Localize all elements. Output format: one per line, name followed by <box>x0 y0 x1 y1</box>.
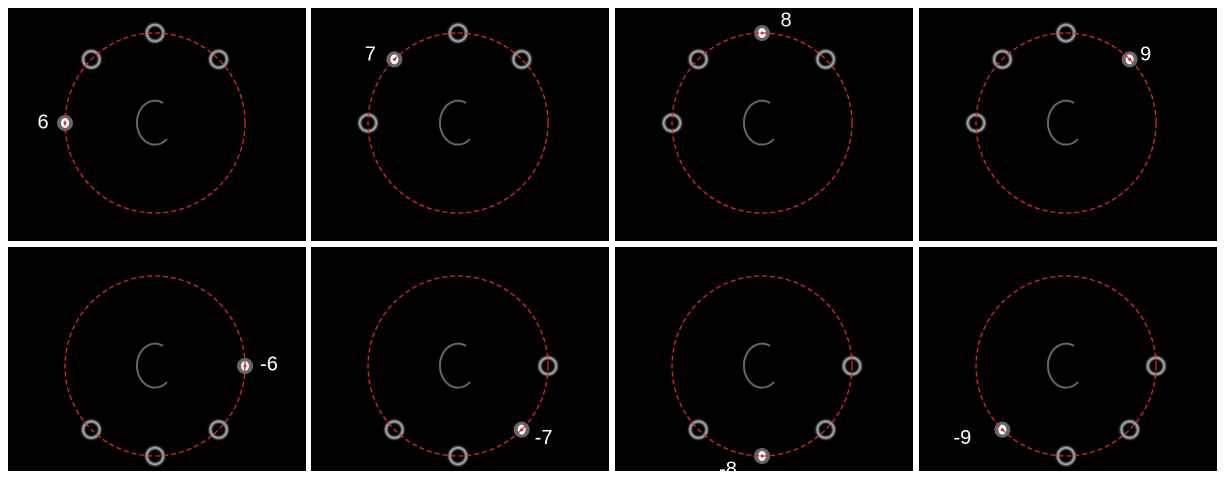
spot-label: 9 <box>1140 44 1151 66</box>
spot-label: 7 <box>365 44 376 66</box>
spot-ring <box>1054 21 1078 45</box>
spot-ring <box>510 47 534 71</box>
spot-label: -8 <box>719 458 737 479</box>
spot-label: 6 <box>37 111 48 133</box>
spot-label: -9 <box>953 427 971 449</box>
spot-ring <box>1118 418 1142 442</box>
image-panel <box>311 247 609 471</box>
spot-ring <box>143 21 167 45</box>
spot-ring <box>207 47 231 71</box>
image-panel <box>615 8 913 241</box>
image-panel <box>615 247 913 471</box>
spot-ring <box>814 47 838 71</box>
spot-label: -7 <box>535 427 553 449</box>
spot-label: 8 <box>780 9 791 31</box>
spot-ring <box>814 418 838 442</box>
spot-ring <box>207 418 231 442</box>
spot-ring <box>446 21 470 45</box>
spot-label: -6 <box>260 353 278 375</box>
figure: 6 7 8 9 -6 -7 -8 -9 <box>0 0 1227 479</box>
